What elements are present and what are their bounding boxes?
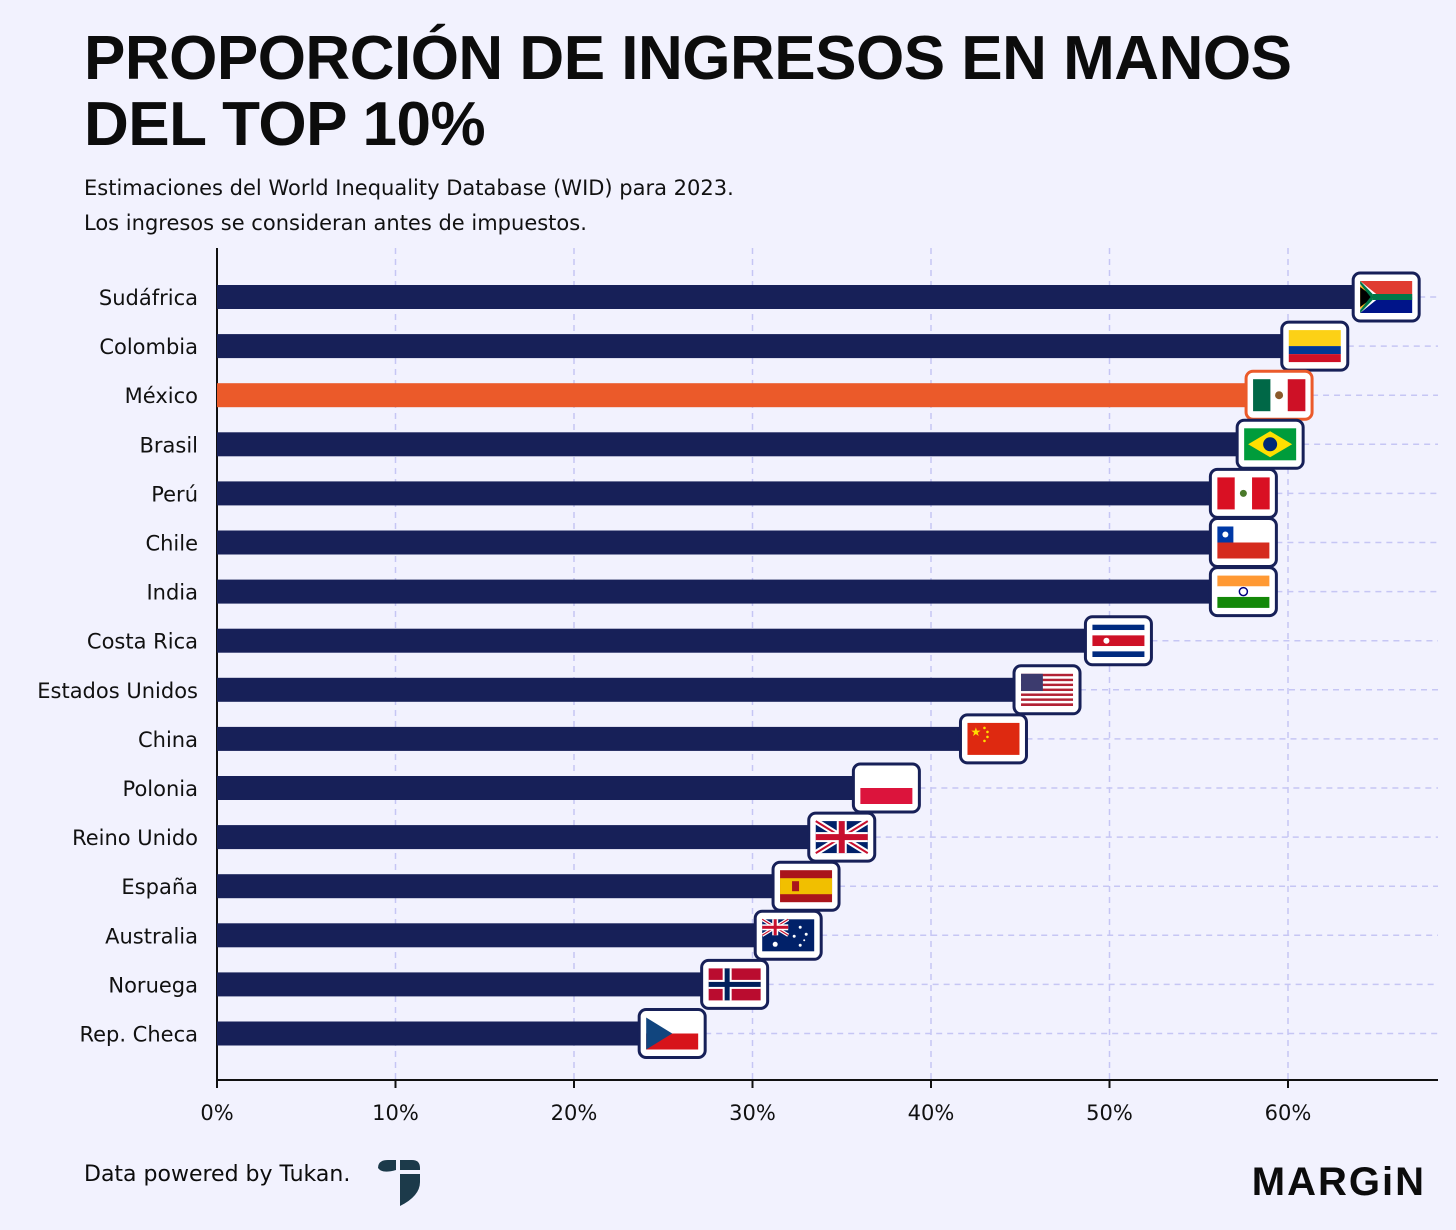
category-label: Rep. Checa [79, 1023, 198, 1047]
x-tick-label: 20% [551, 1101, 598, 1125]
chart-title: PROPORCIÓN DE INGRESOS EN MANOS DEL TOP … [84, 24, 1292, 159]
category-label: Polonia [123, 777, 198, 801]
bar-15 [217, 1021, 673, 1046]
mexico-flag-icon [1244, 369, 1314, 421]
category-label: México [125, 384, 198, 408]
bar-13 [217, 923, 789, 948]
category-label: Colombia [99, 335, 198, 359]
india-flag-icon [1208, 566, 1278, 618]
bar-7 [217, 628, 1119, 653]
bar-11 [217, 825, 842, 850]
chart-subtitle-line1: Estimaciones del World Inequality Databa… [84, 176, 734, 200]
bar-2 [217, 383, 1280, 408]
usa-flag-icon [1012, 664, 1082, 716]
australia-flag-icon [753, 909, 823, 961]
poland-flag-icon [851, 762, 921, 814]
x-tick-label: 0% [200, 1101, 233, 1125]
norway-flag-icon [700, 958, 770, 1010]
category-label: Brasil [139, 433, 198, 457]
svg-text:★: ★ [970, 725, 981, 739]
bar-10 [217, 776, 887, 800]
china-flag-icon: ★ [958, 713, 1028, 765]
costa-rica-flag-icon [1083, 615, 1153, 667]
bar-9 [217, 726, 994, 751]
bar-5 [217, 530, 1244, 555]
x-tick-label: 10% [372, 1101, 419, 1125]
category-label: Perú [151, 482, 198, 506]
chart-subtitle-line2: Los ingresos se consideran antes de impu… [84, 211, 587, 235]
x-tick-label: 40% [908, 1101, 955, 1125]
brazil-flag-icon [1235, 418, 1305, 470]
margin-brand-logo: MARGiN [1251, 1160, 1426, 1204]
category-label: India [146, 581, 198, 605]
x-tick-label: 30% [729, 1101, 776, 1125]
bar-0 [217, 285, 1387, 309]
x-tick-label: 50% [1086, 1101, 1133, 1125]
category-label: Sudáfrica [99, 286, 198, 310]
data-credit: Data powered by Tukan. [84, 1162, 351, 1187]
bar-8 [217, 677, 1048, 702]
category-label: Estados Unidos [37, 679, 198, 703]
spain-flag-icon [771, 860, 841, 912]
category-label: China [138, 728, 198, 752]
bar-chart: 0% 10% 20% 30% 40% 50% 60% Sudáfrica Colombia Méx… [37, 248, 1438, 1125]
chile-flag-icon [1208, 517, 1278, 568]
category-label: Australia [105, 924, 198, 948]
czech-flag-icon [637, 1008, 707, 1059]
x-tick-label: 60% [1265, 1101, 1312, 1125]
bar-4 [217, 481, 1244, 506]
category-label: Reino Unido [72, 826, 198, 850]
uk-flag-icon [807, 811, 877, 863]
bar-6 [217, 579, 1244, 604]
south-africa-flag-icon [1351, 271, 1421, 323]
bar-1 [217, 334, 1315, 359]
colombia-flag-icon [1280, 320, 1350, 372]
bar-12 [217, 874, 807, 899]
category-label: Costa Rica [87, 630, 198, 654]
category-label: Chile [145, 532, 198, 556]
peru-flag-icon [1208, 467, 1278, 519]
category-label: España [121, 875, 198, 899]
bar-3 [217, 432, 1271, 457]
tukan-logo-icon [378, 1160, 420, 1206]
category-label: Noruega [108, 973, 198, 997]
bar-14 [217, 972, 735, 997]
